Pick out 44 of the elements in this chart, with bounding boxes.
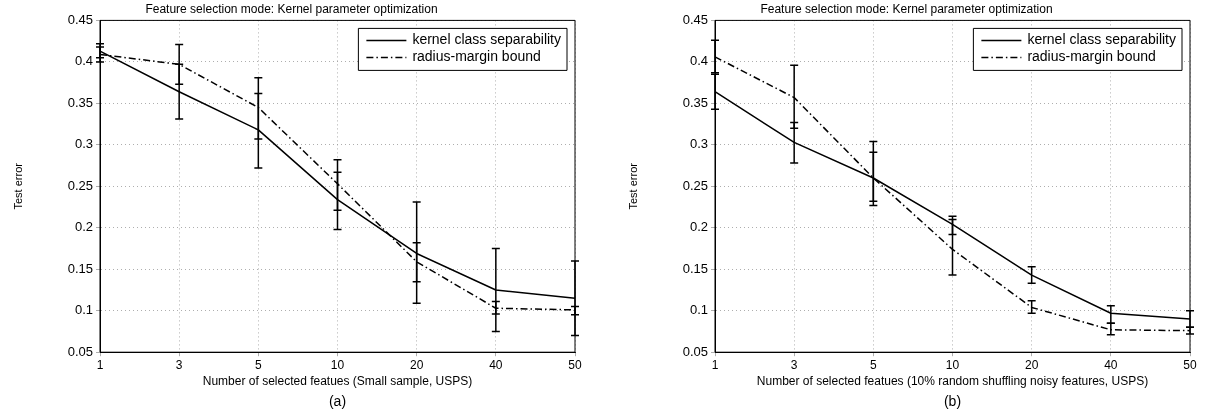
legend-label: radius-margin bound [412, 48, 541, 65]
y-tick-label: 0.3 [689, 136, 708, 152]
x-tick-label: 20 [1024, 357, 1039, 372]
y-tick-label: 0.35 [682, 94, 708, 110]
x-axis-title: Number of selected featues (10% random shuffling noisy features, USPS) [756, 374, 1149, 389]
legend-label: kernel class separability [1027, 31, 1176, 48]
x-tick-label: 10 [945, 357, 960, 372]
x-tick-label: 20 [409, 357, 424, 372]
x-tick-label: 50 [568, 357, 582, 372]
x-tick-label: 40 [489, 357, 503, 372]
x-tick-label: 40 [1104, 357, 1118, 372]
y-tick-label: 0.15 [67, 260, 93, 276]
legend-label: radius-margin bound [1027, 48, 1156, 65]
y-axis-title: Test error [11, 162, 24, 210]
legend-label: kernel class separability [412, 31, 561, 48]
y-tick-label: 0.25 [682, 177, 708, 193]
x-tick-label: 3 [175, 357, 183, 372]
y-tick-label: 0.2 [74, 219, 93, 235]
y-tick-label: 0.1 [74, 302, 93, 318]
y-tick-label: 0.2 [689, 219, 708, 235]
text: (a) [328, 392, 347, 409]
x-tick-label: 10 [330, 357, 345, 372]
y-tick-label: 0.45 [67, 11, 93, 27]
y-tick-label: 0.3 [74, 136, 93, 152]
y-tick-label: 0.35 [67, 94, 93, 110]
y-tick-label: 0.25 [67, 177, 93, 193]
y-tick-label: 0.05 [682, 343, 708, 359]
chart-title: Feature selection mode: Kernel parameter optimization [760, 1, 1053, 16]
y-tick-label: 0.05 [67, 343, 93, 359]
x-tick-label: 50 [1183, 357, 1197, 372]
y-axis-title: Test error [626, 162, 639, 210]
y-tick-label: 0.1 [689, 302, 708, 318]
y-tick-label: 0.15 [682, 260, 708, 276]
x-tick-label: 5 [869, 357, 877, 372]
y-tick-label: 0.45 [682, 11, 708, 27]
y-tick-label: 0.4 [689, 53, 708, 69]
x-tick-label: 3 [790, 357, 798, 372]
text: (b) [943, 392, 962, 409]
chart-title: Feature selection mode: Kernel parameter optimization [145, 1, 438, 16]
y-tick-label: 0.4 [74, 53, 93, 69]
x-tick-label: 1 [96, 357, 104, 372]
x-tick-label: 1 [711, 357, 719, 372]
x-axis-title: Number of selected featues (Small sample, USPS) [202, 374, 473, 389]
x-tick-label: 5 [254, 357, 262, 372]
